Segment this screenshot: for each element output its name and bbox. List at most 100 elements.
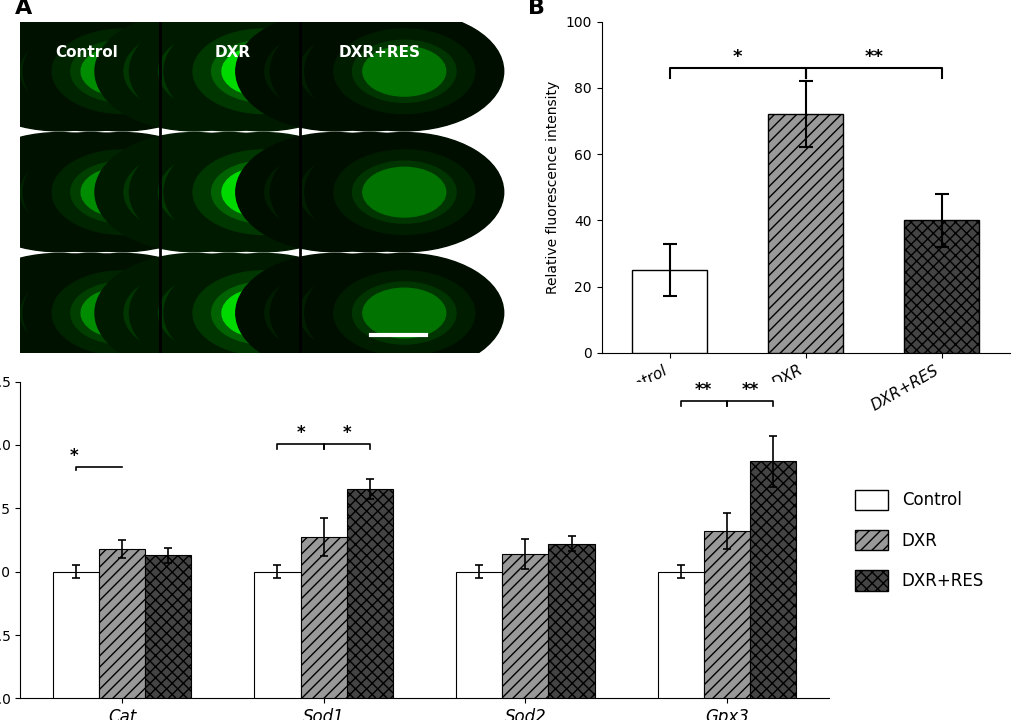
Circle shape — [143, 161, 246, 223]
Circle shape — [7, 282, 111, 344]
Circle shape — [328, 46, 411, 96]
Circle shape — [158, 271, 299, 355]
Circle shape — [328, 167, 411, 217]
Circle shape — [49, 288, 132, 338]
Circle shape — [0, 132, 158, 252]
Circle shape — [283, 161, 386, 223]
Circle shape — [222, 288, 305, 338]
Circle shape — [17, 46, 101, 96]
Bar — [904, 220, 978, 353]
Circle shape — [82, 46, 164, 96]
Circle shape — [211, 40, 315, 102]
Circle shape — [124, 29, 265, 114]
Circle shape — [177, 161, 280, 223]
Circle shape — [70, 161, 174, 223]
Circle shape — [333, 29, 474, 114]
Circle shape — [270, 253, 469, 373]
Text: B: B — [528, 0, 544, 18]
Circle shape — [17, 288, 101, 338]
Circle shape — [293, 167, 376, 217]
Circle shape — [318, 282, 421, 344]
Circle shape — [299, 150, 440, 235]
Bar — [53, 572, 99, 698]
Circle shape — [270, 132, 469, 252]
Circle shape — [305, 132, 503, 252]
Text: DXR+RES: DXR+RES — [338, 45, 420, 60]
Circle shape — [177, 40, 280, 102]
Circle shape — [95, 253, 293, 373]
Circle shape — [177, 282, 280, 344]
Circle shape — [124, 271, 265, 355]
Circle shape — [187, 46, 270, 96]
Circle shape — [293, 288, 376, 338]
Circle shape — [265, 29, 406, 114]
Circle shape — [17, 167, 101, 217]
Circle shape — [164, 132, 363, 252]
Circle shape — [143, 282, 246, 344]
Circle shape — [187, 167, 270, 217]
Circle shape — [20, 271, 161, 355]
Circle shape — [318, 40, 421, 102]
Circle shape — [164, 253, 363, 373]
Text: **: ** — [741, 382, 758, 400]
Circle shape — [124, 150, 265, 235]
Circle shape — [52, 271, 193, 355]
Circle shape — [0, 132, 191, 252]
Circle shape — [193, 271, 333, 355]
Circle shape — [23, 132, 222, 252]
Circle shape — [0, 150, 129, 235]
Circle shape — [70, 40, 174, 102]
Circle shape — [49, 46, 132, 96]
Text: *: * — [296, 424, 305, 442]
Circle shape — [20, 29, 161, 114]
Bar — [145, 555, 192, 698]
Bar — [455, 572, 501, 698]
Circle shape — [7, 40, 111, 102]
Y-axis label: Relative fluorescence intensity: Relative fluorescence intensity — [545, 81, 559, 294]
Circle shape — [299, 29, 440, 114]
Circle shape — [82, 288, 164, 338]
Circle shape — [333, 271, 474, 355]
Circle shape — [70, 282, 174, 344]
Circle shape — [95, 12, 293, 131]
Bar — [548, 544, 594, 698]
Text: A: A — [15, 0, 32, 18]
Circle shape — [143, 40, 246, 102]
Circle shape — [153, 46, 235, 96]
Circle shape — [353, 282, 455, 344]
Circle shape — [39, 282, 143, 344]
Circle shape — [129, 12, 328, 131]
Circle shape — [353, 40, 455, 102]
Circle shape — [39, 161, 143, 223]
Circle shape — [0, 253, 158, 373]
Circle shape — [235, 12, 434, 131]
Circle shape — [305, 253, 503, 373]
Circle shape — [235, 253, 434, 373]
Circle shape — [305, 12, 503, 131]
Circle shape — [299, 271, 440, 355]
Text: DXR: DXR — [215, 45, 251, 60]
Circle shape — [0, 12, 158, 131]
Bar — [657, 572, 703, 698]
Circle shape — [363, 46, 445, 96]
Circle shape — [49, 167, 132, 217]
Circle shape — [7, 161, 111, 223]
Circle shape — [363, 288, 445, 338]
Circle shape — [0, 29, 129, 114]
Bar — [632, 270, 706, 353]
Circle shape — [211, 282, 315, 344]
Circle shape — [222, 167, 305, 217]
Circle shape — [39, 40, 143, 102]
Text: *: * — [69, 447, 78, 465]
Circle shape — [328, 288, 411, 338]
Circle shape — [153, 167, 235, 217]
Circle shape — [129, 132, 328, 252]
Circle shape — [193, 150, 333, 235]
Circle shape — [82, 167, 164, 217]
Circle shape — [363, 167, 445, 217]
Circle shape — [23, 253, 222, 373]
Circle shape — [211, 161, 315, 223]
Circle shape — [187, 288, 270, 338]
Circle shape — [153, 288, 235, 338]
Circle shape — [0, 253, 191, 373]
